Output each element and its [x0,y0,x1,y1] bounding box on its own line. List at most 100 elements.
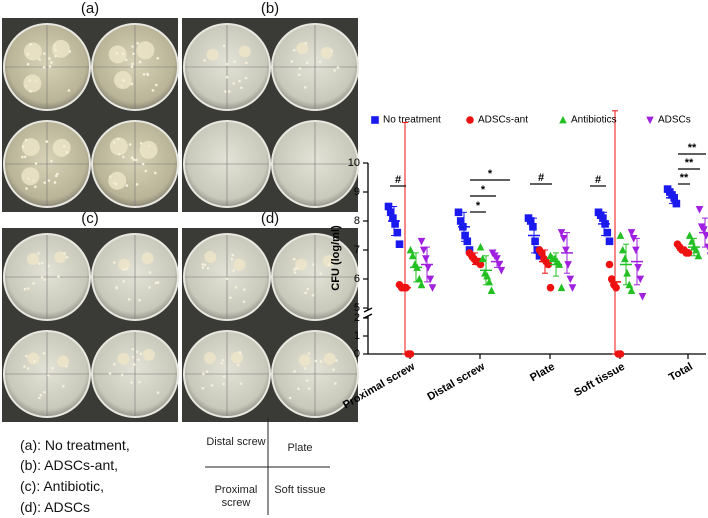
colony [206,48,219,61]
colony [27,352,40,365]
colony [322,255,335,268]
colony [323,352,336,365]
colony [39,393,43,397]
colony [136,41,155,60]
point [601,220,609,228]
point [546,283,555,292]
colony [298,67,302,70]
colony [139,142,143,145]
legend-label: No treatment [383,115,441,126]
point [559,234,568,243]
colony [65,150,69,154]
x-tick-label: Plate [528,361,557,385]
point [702,232,708,240]
y-tick-label: 8 [354,215,360,227]
colony [311,293,315,297]
x-tick-label: Distal screw [425,361,487,404]
colony [335,359,338,362]
point [529,223,537,231]
colony [154,281,158,285]
colony [116,137,120,141]
point [629,234,638,243]
colony [23,365,26,368]
colony [32,282,35,285]
y-tick-label: 6 [354,273,360,285]
colony [21,138,40,157]
colony [62,144,66,148]
colony [51,39,70,58]
colony [306,287,310,291]
point [384,202,393,211]
colony [238,45,251,58]
colony [327,263,331,267]
colony [231,351,244,364]
point [612,283,620,292]
colony [27,287,30,290]
point [616,231,625,239]
y-tick-label: 9 [354,186,360,198]
colony [224,90,227,93]
colony [156,56,160,60]
colony [131,355,135,359]
legend-label: ADSCs-ant [478,115,528,126]
colony [222,44,226,48]
colony [132,158,136,162]
x-tick-label: Soft tissue [572,361,627,400]
colony [142,73,146,76]
colony [225,62,229,66]
colony [244,76,248,80]
colony [24,138,28,142]
point [537,249,546,257]
point [386,208,395,217]
colony [293,370,296,373]
y-tick-label: 1 [354,330,360,342]
colony [115,286,118,289]
colony [201,387,205,390]
colony [146,72,149,76]
colony [227,90,231,93]
point [555,260,564,268]
colony [48,57,51,60]
colony [203,263,207,267]
colony [311,263,315,266]
axis-break [363,307,373,313]
colony [148,271,152,274]
colony [210,384,214,387]
colony [114,182,118,186]
colony [142,348,155,361]
colony [333,284,336,287]
colony [63,252,66,255]
significance-label: ** [688,142,697,154]
colony [113,362,116,366]
colony [221,358,225,362]
colony [232,269,235,272]
point [483,271,491,280]
colony [38,58,41,61]
point [497,266,506,275]
colony [206,266,210,270]
point [454,208,463,217]
colony [122,279,126,283]
colony [236,363,240,367]
colony [43,390,46,394]
point [618,245,627,254]
colony [238,351,242,355]
colony [108,45,127,64]
colony [293,271,297,274]
colony [137,358,140,362]
colony [141,162,145,166]
point [466,116,474,124]
colony [230,257,234,261]
axis-break [363,313,373,319]
point [692,245,700,254]
colony [156,281,160,284]
colony [62,384,65,388]
colony [29,89,32,93]
colony [290,60,294,63]
point [417,237,426,246]
colony [298,354,311,367]
colony [132,52,135,56]
x-tick-label: Total [667,361,695,384]
point [568,284,577,292]
point [426,275,435,284]
